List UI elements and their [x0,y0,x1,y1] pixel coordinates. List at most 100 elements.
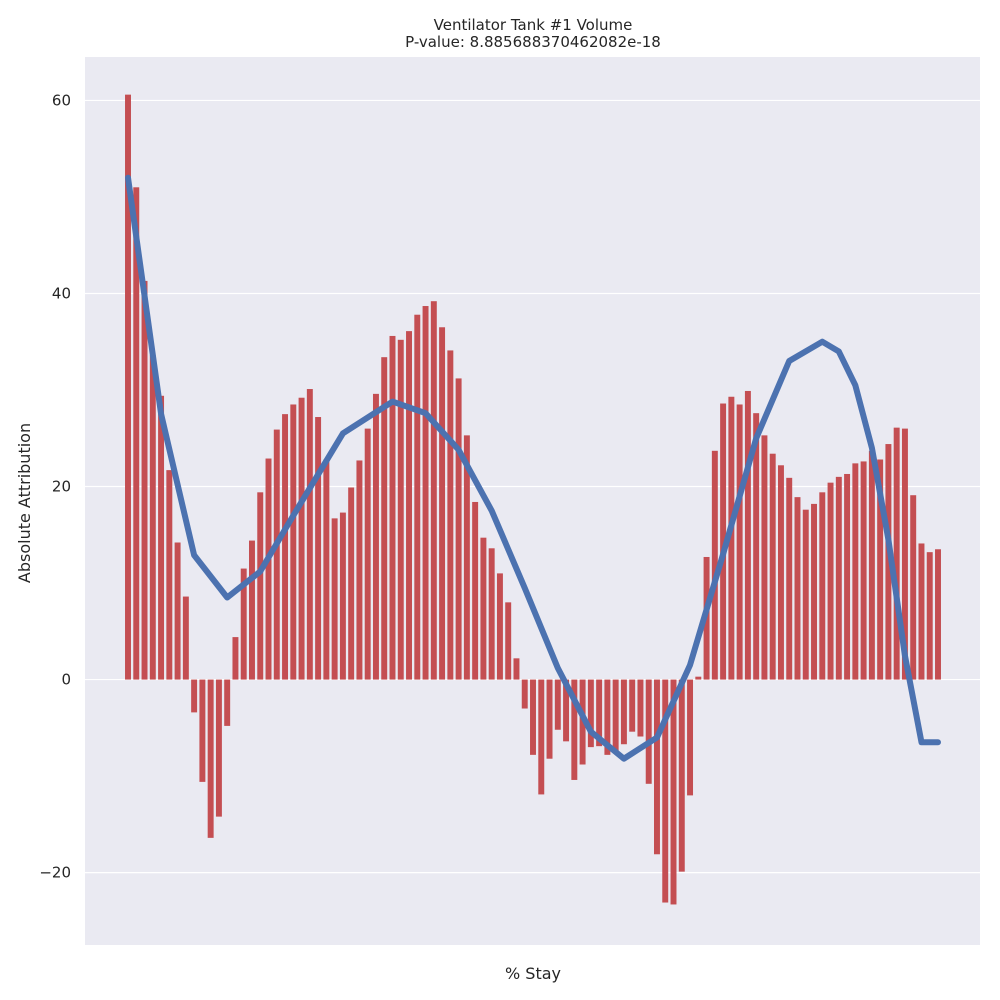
y-tick-label: 60 [52,91,71,109]
bar [331,518,338,680]
bar [199,679,206,782]
bar [604,679,611,755]
bar [381,357,388,680]
bar [480,537,487,680]
bar [455,378,462,680]
bar [753,413,760,680]
bar [596,679,603,747]
bar [323,459,330,680]
bar [406,331,412,680]
bar [389,335,396,680]
bar [141,280,148,680]
bar [885,444,892,680]
y-tick-labels: −20 0 20 40 60 [39,91,71,881]
bar [315,417,322,680]
bar [687,679,694,796]
bar [794,497,801,680]
bars [125,94,941,905]
bar [802,509,809,680]
bar [645,679,652,784]
bar [422,306,429,680]
bar [530,679,536,755]
bar [654,679,660,855]
bar [811,503,817,680]
y-tick-label: 20 [52,478,71,496]
bar [240,568,247,680]
chart-subtitle: P-value: 8.885688370462082e-18 [405,33,661,51]
bar [232,637,239,680]
bar [339,512,346,680]
bar [158,395,165,680]
bar [372,393,379,680]
bar [678,679,685,872]
bar [620,679,627,745]
bar [356,460,363,680]
bar [910,495,917,680]
bar [472,501,479,680]
bar [298,397,305,680]
bar [835,476,842,680]
bar [505,602,512,680]
bar [893,427,900,680]
bar [513,658,520,680]
bar [488,548,495,680]
bar [695,676,702,680]
bar [629,679,636,732]
bar [827,482,834,680]
bar [207,679,214,838]
bar [447,350,454,680]
bar [819,492,826,680]
y-tick-label: −20 [39,864,71,882]
bar [496,573,503,680]
chart-title: Ventilator Tank #1 Volume [434,16,633,34]
bar [546,679,553,759]
bar [587,679,594,748]
bar [282,414,289,680]
bar [868,450,875,680]
bar [521,679,528,709]
trend-line [125,174,941,762]
bar [786,477,793,680]
bar [273,429,280,680]
bar [901,428,908,680]
bar [133,187,140,680]
bar [777,465,784,680]
bar [149,355,156,680]
bar [720,403,727,680]
bar [166,470,173,680]
bar [306,389,313,680]
x-axis-label: % Stay [505,964,561,983]
bar [249,540,255,680]
bar [430,301,437,680]
bar [554,679,561,730]
bar [364,428,371,680]
bar [935,549,941,680]
bar [844,473,851,680]
bar [769,453,776,680]
bar [182,596,189,680]
bar [463,435,470,680]
bar [744,390,751,680]
bar [125,94,131,680]
bar [736,404,743,680]
bar [290,404,297,680]
bar [257,492,264,680]
bar [224,679,231,726]
bar [637,679,644,737]
bar [538,679,545,795]
bar [439,327,446,680]
bar [662,679,669,903]
bar [191,679,198,713]
y-axis-label: Absolute Attribution [15,423,34,583]
bar [571,679,578,780]
bar [918,543,925,680]
bar [728,396,735,680]
bar [711,450,718,680]
bar [670,679,677,905]
bar [877,459,884,680]
bar [348,487,355,680]
bar [563,679,570,742]
bar [860,461,867,680]
bar [174,542,181,680]
